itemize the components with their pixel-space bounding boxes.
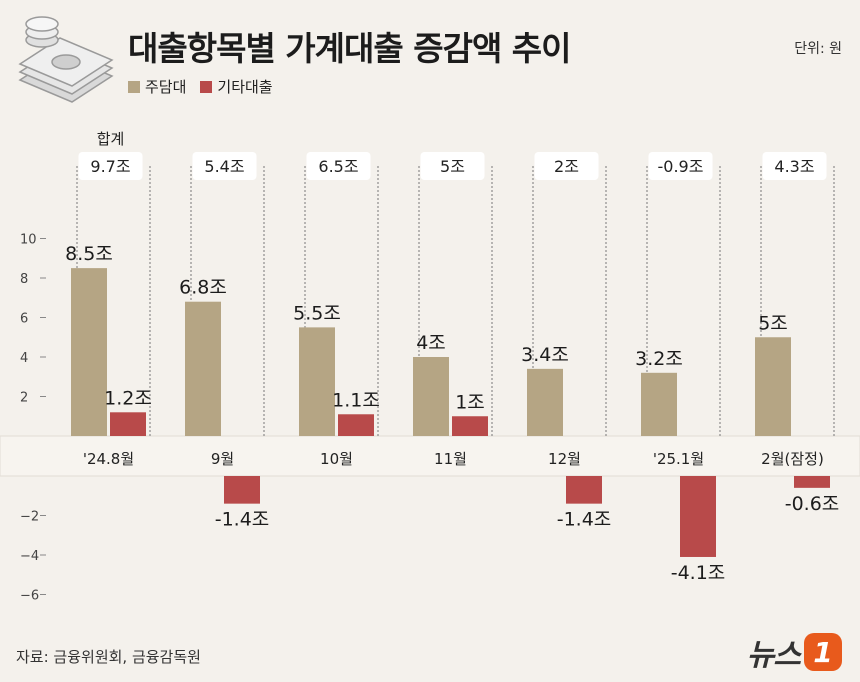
data-label-other: 1.2조 xyxy=(104,387,152,409)
money-stack-icon xyxy=(18,16,114,103)
y-tick-label: 8 xyxy=(20,272,28,287)
logo-text: 뉴스 xyxy=(746,638,801,673)
data-label-mortgage: 3.4조 xyxy=(521,344,569,366)
legend-item-mortgage: 주담대 xyxy=(128,76,186,97)
category-label: 12월 xyxy=(548,450,581,468)
data-label-mortgage: 4조 xyxy=(416,332,446,354)
bar-mortgage xyxy=(527,368,563,436)
source-note: 자료: 금융위원회, 금융감독원 xyxy=(16,648,201,666)
legend-swatch-other xyxy=(200,80,213,93)
total-label-box xyxy=(534,152,599,180)
total-label-box xyxy=(192,152,257,180)
data-label-other: 1조 xyxy=(455,391,485,413)
y-tick-label: −6 xyxy=(20,589,39,604)
category-label: '24.8월 xyxy=(83,450,134,468)
category-label: '25.1월 xyxy=(653,450,704,468)
bar-other xyxy=(680,476,716,557)
legend-label-other: 기타대출 xyxy=(217,78,273,96)
chart-title: 대출항목별 가계대출 증감액 추이 xyxy=(128,29,572,68)
total-header: 합계 xyxy=(97,130,125,148)
data-label-other: -4.1조 xyxy=(671,562,726,584)
y-tick-label: 2 xyxy=(20,391,28,406)
total-label-box xyxy=(648,152,713,180)
bar-mortgage xyxy=(413,357,449,436)
total-label: 4.3조 xyxy=(774,157,814,176)
data-label-other: -1.4조 xyxy=(557,509,612,531)
total-label: 9.7조 xyxy=(90,157,130,176)
data-label-mortgage: 8.5조 xyxy=(65,243,113,265)
bar-other xyxy=(566,476,602,504)
bar-mortgage xyxy=(641,372,677,436)
bar-other xyxy=(224,476,260,504)
data-label-mortgage: 6.8조 xyxy=(179,277,227,299)
data-label-other: 1.1조 xyxy=(332,389,380,411)
category-label: 11월 xyxy=(434,450,467,468)
category-label: 9월 xyxy=(211,450,234,468)
logo-badge: 1 xyxy=(804,633,842,671)
y-tick-label: −4 xyxy=(20,549,39,564)
data-label-mortgage: 3.2조 xyxy=(635,348,683,370)
total-label: -0.9조 xyxy=(658,157,704,176)
total-label: 6.5조 xyxy=(318,157,358,176)
total-label-box xyxy=(420,152,485,180)
total-label-box xyxy=(78,152,143,180)
bar-mortgage xyxy=(299,327,335,436)
total-label-box xyxy=(306,152,371,180)
data-label-other: -0.6조 xyxy=(785,493,840,515)
category-label: 10월 xyxy=(320,450,353,468)
legend-label-mortgage: 주담대 xyxy=(145,78,187,96)
legend-item-other: 기타대출 xyxy=(200,76,273,97)
news-logo: 뉴스 1 xyxy=(747,630,842,674)
category-label: 2월(잠정) xyxy=(761,450,824,468)
bar-mortgage xyxy=(185,301,221,436)
bar-mortgage xyxy=(71,268,107,436)
legend: 주담대 기타대출 xyxy=(128,76,273,97)
y-tick-label: 6 xyxy=(20,312,28,327)
y-tick-label: 10 xyxy=(20,233,37,248)
data-label-other: -1.4조 xyxy=(215,509,270,531)
total-label: 5.4조 xyxy=(204,157,244,176)
bar-other xyxy=(794,476,830,488)
legend-swatch-mortgage xyxy=(128,80,140,93)
bar-other xyxy=(452,416,488,436)
total-label: 5조 xyxy=(440,157,465,176)
data-label-mortgage: 5.5조 xyxy=(293,302,341,324)
y-tick-label: 4 xyxy=(20,351,28,366)
total-label: 2조 xyxy=(554,157,579,176)
bar-other xyxy=(338,414,374,436)
total-label-box xyxy=(762,152,827,180)
bar-other xyxy=(110,412,146,436)
unit-label: 단위: 원 xyxy=(794,41,842,57)
data-label-mortgage: 5조 xyxy=(758,312,788,334)
bar-mortgage xyxy=(755,337,791,436)
y-tick-label: −2 xyxy=(20,510,39,525)
